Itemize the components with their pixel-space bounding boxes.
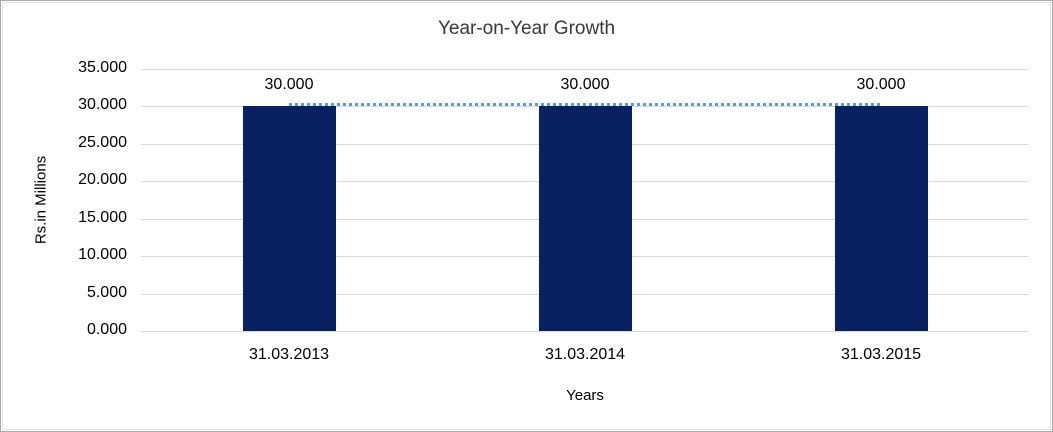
x-axis-title: Years [566,387,604,404]
x-tick-label: 31.03.2013 [248,346,330,363]
bar-value-label: 30.000 [560,76,610,94]
y-tick-label: 35.000 [78,59,127,76]
x-tick-label: 31.03.2015 [840,346,922,363]
bar [242,106,336,331]
y-tick-label: 20.000 [78,171,127,189]
y-axis-title: Rs.in Millions [32,155,50,245]
y-tick-label: 25.000 [78,133,127,151]
y-tick-label: 30.000 [78,96,127,114]
bar [538,106,632,331]
y-tick-label: 0.000 [86,321,127,338]
bar-value-label: 30.000 [856,76,906,94]
gridline [141,331,1029,332]
y-tick-label: 5.000 [86,283,127,301]
trend-line [289,103,881,107]
y-tick-label: 10.000 [78,246,127,264]
gridline [141,69,1029,70]
chart-title: Year-on-Year Growth [437,18,616,39]
x-tick-label: 31.03.2014 [544,346,626,363]
bar-value-label: 30.000 [264,76,314,94]
bar [834,106,928,331]
y-tick-label: 15.000 [78,208,127,226]
